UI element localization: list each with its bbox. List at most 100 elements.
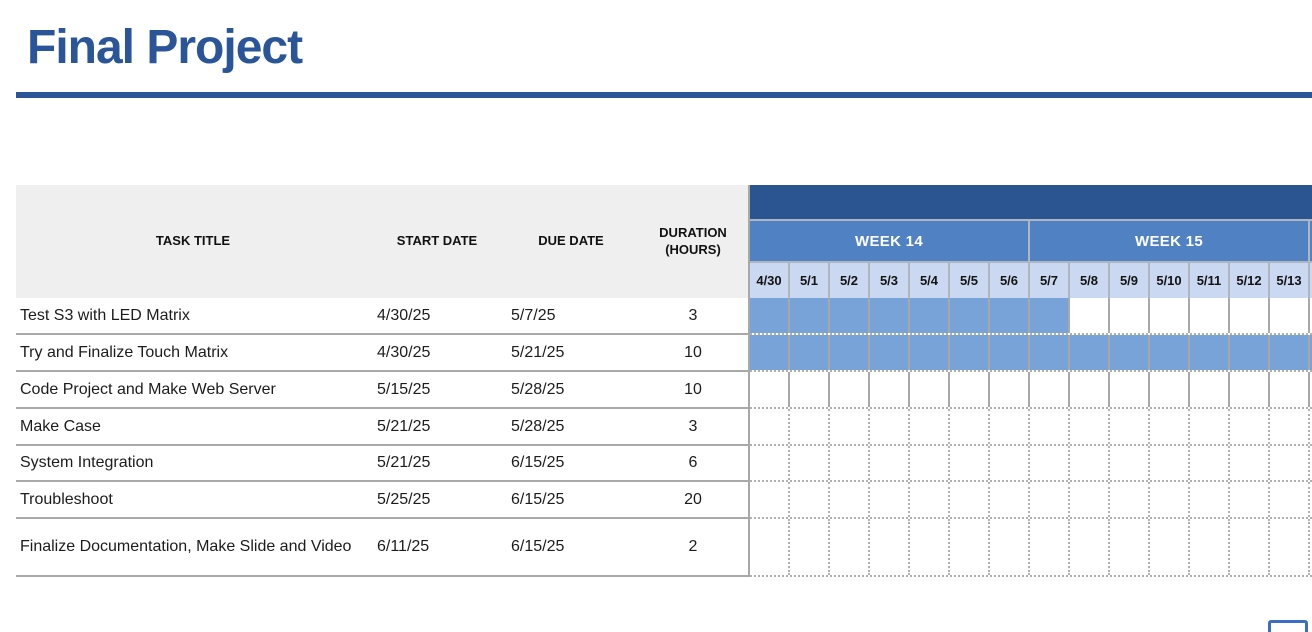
due-date-cell[interactable]: 6/15/25 — [511, 454, 565, 471]
start-date-cell[interactable]: 5/15/25 — [377, 380, 431, 398]
gantt-day-cell[interactable] — [910, 482, 950, 517]
gantt-day-cell[interactable] — [910, 409, 950, 444]
gantt-day-cell[interactable] — [1110, 335, 1150, 370]
gantt-day-cell[interactable] — [790, 446, 830, 480]
day-header-5-4[interactable]: 5/4 — [910, 263, 950, 298]
gantt-day-cell[interactable] — [830, 482, 870, 517]
day-header-4-30[interactable]: 4/30 — [750, 263, 790, 298]
gantt-day-cell[interactable] — [830, 335, 870, 370]
week-15-header[interactable]: WEEK 15 — [1030, 221, 1308, 261]
gantt-day-cell[interactable] — [910, 335, 950, 370]
gantt-day-cell[interactable] — [1270, 298, 1310, 333]
gantt-day-cell[interactable] — [950, 446, 990, 480]
start-date-cell[interactable]: 4/30/25 — [377, 343, 431, 361]
gantt-day-cell[interactable] — [1190, 519, 1230, 575]
gantt-day-cell[interactable] — [1230, 446, 1270, 480]
task-title-cell[interactable]: Test S3 with LED Matrix — [20, 306, 190, 324]
gantt-day-cell[interactable] — [1110, 519, 1150, 575]
gantt-day-cell[interactable] — [750, 409, 790, 444]
task-title-cell[interactable]: System Integration — [20, 454, 154, 472]
day-header-5-11[interactable]: 5/11 — [1190, 263, 1230, 298]
gantt-day-cell[interactable] — [1070, 335, 1110, 370]
gantt-day-cell[interactable] — [830, 372, 870, 407]
gantt-day-cell[interactable] — [1150, 335, 1190, 370]
gantt-day-cell[interactable] — [830, 519, 870, 575]
gantt-day-cell[interactable] — [910, 446, 950, 480]
gantt-day-cell[interactable] — [870, 298, 910, 333]
gantt-day-cell[interactable] — [1190, 482, 1230, 517]
gantt-day-cell[interactable] — [1230, 372, 1270, 407]
day-header-5-1[interactable]: 5/1 — [790, 263, 830, 298]
duration-cell[interactable]: 6 — [688, 454, 698, 471]
gantt-day-cell[interactable] — [830, 298, 870, 333]
gantt-day-cell[interactable] — [1190, 409, 1230, 444]
gantt-day-cell[interactable] — [1230, 298, 1270, 333]
start-date-cell[interactable]: 4/30/25 — [377, 306, 431, 324]
gantt-day-cell[interactable] — [1070, 519, 1110, 575]
column-header-task-title[interactable]: TASK TITLE — [155, 233, 231, 249]
duration-cell[interactable]: 2 — [688, 538, 698, 555]
task-title-cell[interactable]: Code Project and Make Web Server — [20, 380, 276, 398]
gantt-day-cell[interactable] — [950, 409, 990, 444]
task-title-cell[interactable]: Troubleshoot — [20, 490, 113, 508]
gantt-day-cell[interactable] — [990, 298, 1030, 333]
gantt-day-cell[interactable] — [1270, 372, 1310, 407]
start-date-cell[interactable]: 5/25/25 — [377, 490, 431, 508]
gantt-day-cell[interactable] — [1150, 482, 1190, 517]
day-header-5-13[interactable]: 5/13 — [1270, 263, 1310, 298]
task-title-cell[interactable]: Finalize Documentation, Make Slide and V… — [20, 538, 352, 556]
gantt-day-cell[interactable] — [750, 298, 790, 333]
due-date-cell[interactable]: 5/28/25 — [511, 380, 565, 398]
gantt-day-cell[interactable] — [1030, 519, 1070, 575]
duration-cell[interactable]: 10 — [684, 343, 702, 361]
gantt-day-cell[interactable] — [1110, 482, 1150, 517]
day-header-5-12[interactable]: 5/12 — [1230, 263, 1270, 298]
gantt-day-cell[interactable] — [1110, 409, 1150, 444]
gantt-day-cell[interactable] — [1070, 446, 1110, 480]
gantt-day-cell[interactable] — [1230, 482, 1270, 517]
gantt-day-cell[interactable] — [990, 335, 1030, 370]
gantt-day-cell[interactable] — [1150, 446, 1190, 480]
due-date-cell[interactable]: 6/15/25 — [511, 538, 565, 555]
gantt-day-cell[interactable] — [870, 409, 910, 444]
gantt-day-cell[interactable] — [1030, 482, 1070, 517]
gantt-day-cell[interactable] — [910, 298, 950, 333]
gantt-day-cell[interactable] — [1030, 446, 1070, 480]
gantt-day-cell[interactable] — [790, 335, 830, 370]
gantt-day-cell[interactable] — [950, 372, 990, 407]
gantt-day-cell[interactable] — [1270, 446, 1310, 480]
duration-cell[interactable]: 3 — [688, 306, 698, 324]
due-date-cell[interactable]: 5/28/25 — [511, 417, 565, 435]
gantt-day-cell[interactable] — [1190, 298, 1230, 333]
start-date-cell[interactable]: 5/21/25 — [377, 454, 431, 471]
gantt-day-cell[interactable] — [1030, 298, 1070, 333]
gantt-day-cell[interactable] — [1190, 372, 1230, 407]
gantt-day-cell[interactable] — [1110, 298, 1150, 333]
day-header-5-2[interactable]: 5/2 — [830, 263, 870, 298]
gantt-day-cell[interactable] — [870, 519, 910, 575]
gantt-day-cell[interactable] — [1270, 482, 1310, 517]
gantt-day-cell[interactable] — [1270, 519, 1310, 575]
day-header-5-7[interactable]: 5/7 — [1030, 263, 1070, 298]
gantt-day-cell[interactable] — [1230, 519, 1270, 575]
column-header-duration[interactable]: DURATION (HOURS) — [659, 224, 727, 257]
due-date-cell[interactable]: 5/21/25 — [511, 343, 565, 361]
gantt-day-cell[interactable] — [1230, 335, 1270, 370]
gantt-day-cell[interactable] — [990, 482, 1030, 517]
gantt-day-cell[interactable] — [790, 482, 830, 517]
gantt-day-cell[interactable] — [1270, 409, 1310, 444]
gantt-day-cell[interactable] — [790, 372, 830, 407]
task-title-cell[interactable]: Try and Finalize Touch Matrix — [20, 343, 229, 361]
gantt-day-cell[interactable] — [1070, 372, 1110, 407]
gantt-day-cell[interactable] — [1150, 298, 1190, 333]
day-header-5-10[interactable]: 5/10 — [1150, 263, 1190, 298]
page-title[interactable]: Final Project — [27, 21, 303, 74]
gantt-day-cell[interactable] — [1110, 372, 1150, 407]
gantt-day-cell[interactable] — [1150, 372, 1190, 407]
gantt-day-cell[interactable] — [950, 482, 990, 517]
column-header-due-date[interactable]: DUE DATE — [538, 233, 604, 249]
day-header-5-9[interactable]: 5/9 — [1110, 263, 1150, 298]
duration-cell[interactable]: 10 — [684, 380, 702, 398]
day-header-5-6[interactable]: 5/6 — [990, 263, 1030, 298]
day-header-5-5[interactable]: 5/5 — [950, 263, 990, 298]
